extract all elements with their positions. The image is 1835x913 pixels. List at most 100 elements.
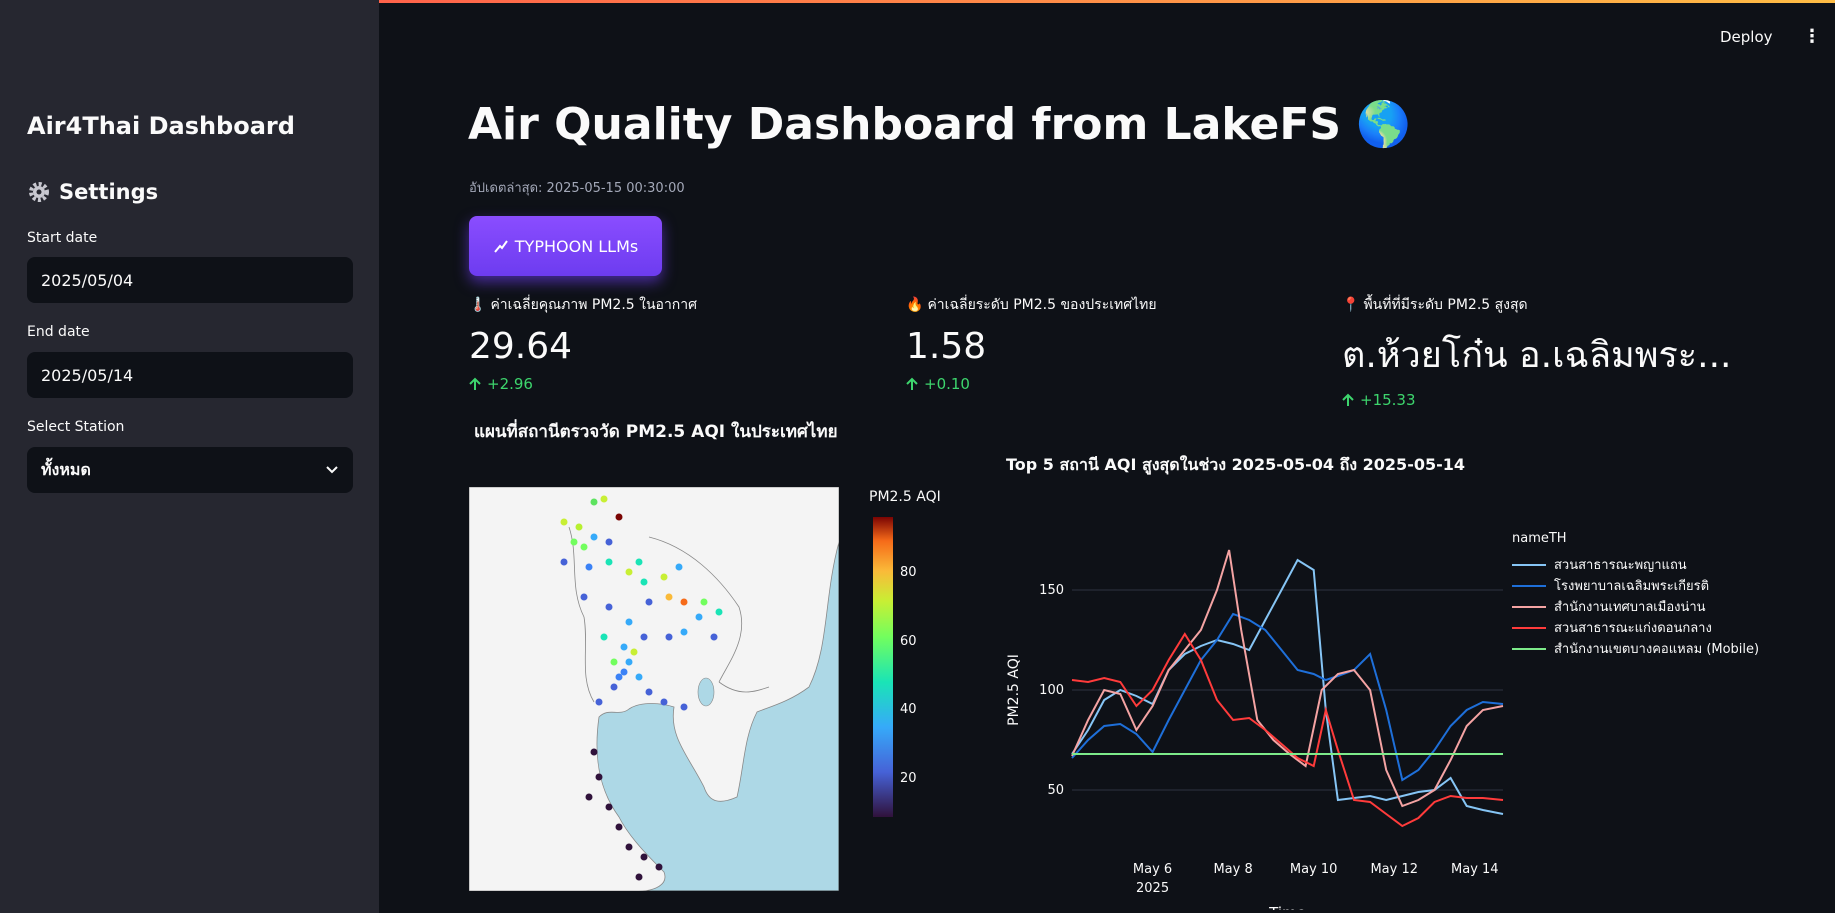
aqi-line-chart[interactable]: 50 100 150 May 6 May 8 May 10 May 12 May 14 2025… <box>1000 520 1510 910</box>
end-date-value: 2025/05/14 <box>41 365 134 385</box>
station-dot <box>635 673 643 681</box>
station-dot <box>590 498 598 506</box>
end-date-label: End date <box>27 324 90 340</box>
legend-item[interactable]: สำนักงานเทศบาลเมืองน่าน <box>1512 596 1759 617</box>
station-dot <box>665 593 673 601</box>
arrow-up-icon <box>906 377 918 390</box>
metric-label: 🔥 ค่าเฉลี่ยระดับ PM2.5 ของประเทศไทย <box>906 294 1157 316</box>
x-tick-label: May 6 <box>1133 862 1172 877</box>
legend-swatch <box>1512 647 1546 650</box>
metric-delta: +15.33 <box>1342 391 1731 409</box>
metric-avg-pm25: 🌡️ ค่าเฉลี่ยคุณภาพ PM2.5 ในอากาศ 29.64 +… <box>469 294 697 393</box>
station-dot <box>600 633 608 641</box>
arrow-up-icon <box>469 377 481 390</box>
sidebar: Air4Thai Dashboard Settings Start date 2… <box>0 0 379 913</box>
deploy-button[interactable]: Deploy <box>1720 28 1773 46</box>
fire-icon: 🔥 <box>906 297 924 313</box>
pin-icon: 📍 <box>1342 297 1360 313</box>
start-date-label: Start date <box>27 230 98 246</box>
station-dot <box>590 533 598 541</box>
y-tick-label: 100 <box>1039 683 1064 698</box>
metric-thailand-pm25: 🔥 ค่าเฉลี่ยระดับ PM2.5 ของประเทศไทย 1.58… <box>906 294 1157 393</box>
page-title: Air Quality Dashboard from LakeFS 🌎 <box>468 99 1412 150</box>
settings-heading: Settings <box>27 180 158 204</box>
station-dot <box>680 598 688 606</box>
land-mass <box>469 487 839 891</box>
station-dot <box>625 658 633 666</box>
station-dot <box>635 873 643 881</box>
station-dot <box>595 773 603 781</box>
station-dot <box>625 843 633 851</box>
station-dot <box>610 683 618 691</box>
station-dot <box>640 578 648 586</box>
x-axis-label: Time <box>1268 904 1306 910</box>
chart-legend: nameTH สวนสาธารณะพญาแถนโรงพยาบาลเฉลิมพระ… <box>1512 531 1759 659</box>
country-border <box>568 526 595 703</box>
station-dot <box>700 598 708 606</box>
station-dot <box>710 633 718 641</box>
x-tick-year: 2025 <box>1136 881 1169 896</box>
legend-item[interactable]: โรงพยาบาลเฉลิมพระเกียรติ <box>1512 575 1759 596</box>
legend-title: nameTH <box>1512 531 1567 546</box>
station-dot <box>715 608 723 616</box>
metric-label-text: ค่าเฉลี่ยระดับ PM2.5 ของประเทศไทย <box>927 297 1157 313</box>
colorbar-tick: 80 <box>900 565 917 580</box>
legend-swatch <box>1512 563 1546 566</box>
station-dot <box>645 598 653 606</box>
metric-delta: +0.10 <box>906 375 1157 393</box>
x-tick-label: May 8 <box>1213 862 1252 877</box>
station-dot <box>640 633 648 641</box>
thermometer-icon: 🌡️ <box>469 297 487 313</box>
arrow-up-icon <box>1342 393 1354 406</box>
legend-label: สำนักงานเขตบางคอแหลม (Mobile) <box>1554 642 1760 657</box>
x-tick-label: May 10 <box>1290 862 1338 877</box>
station-dot <box>590 748 598 756</box>
country-border <box>718 681 770 693</box>
station-dot <box>625 568 633 576</box>
legend-item[interactable]: สำนักงานเขตบางคอแหลม (Mobile) <box>1512 638 1759 659</box>
legend-item[interactable]: สวนสาธารณะพญาแถน <box>1512 554 1759 575</box>
start-date-value: 2025/05/04 <box>41 270 134 290</box>
station-map[interactable] <box>469 487 839 891</box>
station-dot <box>580 593 588 601</box>
series-line <box>1071 549 1504 808</box>
last-updated: อัปเดตล่าสุด: 2025-05-15 00:30:00 <box>469 181 685 196</box>
station-dot <box>655 863 663 871</box>
map-title: แผนที่สถานีตรวจวัด PM2.5 AQI ในประเทศไทย <box>474 422 838 442</box>
x-tick-label: May 14 <box>1451 862 1499 877</box>
colorbar-tick: 40 <box>900 702 917 717</box>
station-dot <box>620 643 628 651</box>
legend-swatch <box>1512 605 1546 608</box>
colorbar-tick: 20 <box>900 771 917 786</box>
station-dot <box>575 523 583 531</box>
end-date-input[interactable]: 2025/05/14 <box>27 352 353 398</box>
station-dot <box>645 688 653 696</box>
sidebar-title: Air4Thai Dashboard <box>27 112 295 140</box>
station-label: Select Station <box>27 419 125 435</box>
chart-title: Top 5 สถานี AQI สูงสุดในช่วง 2025-05-04 … <box>1006 455 1465 474</box>
station-select[interactable]: ทั้งหมด <box>27 447 353 493</box>
vertical-dots-icon[interactable]: ⋮ <box>1803 26 1821 47</box>
station-select-value: ทั้งหมด <box>41 459 91 479</box>
metric-value: ต.ห้วยโก๋น อ.เฉลิมพระ... <box>1342 335 1732 376</box>
station-dot <box>640 853 648 861</box>
typhoon-llms-button[interactable]: TYPHOON LLMs <box>469 216 662 276</box>
legend-label: สวนสาธารณะพญาแถน <box>1554 558 1687 573</box>
station-dot <box>620 668 628 676</box>
metric-delta: +2.96 <box>469 375 697 393</box>
legend-item[interactable]: สวนสาธารณะแก่งดอนกลาง <box>1512 617 1759 638</box>
metric-delta-value: +0.10 <box>924 375 970 393</box>
station-dot <box>585 793 593 801</box>
metric-label-text: ค่าเฉลี่ยคุณภาพ PM2.5 ในอากาศ <box>490 297 698 313</box>
station-dots <box>560 495 723 881</box>
metric-label: 🌡️ ค่าเฉลี่ยคุณภาพ PM2.5 ในอากาศ <box>469 294 697 316</box>
station-dot <box>560 558 568 566</box>
station-dot <box>660 698 668 706</box>
station-dot <box>615 673 623 681</box>
lake <box>697 677 715 707</box>
y-tick-label: 150 <box>1039 583 1064 598</box>
station-dot <box>605 558 613 566</box>
start-date-input[interactable]: 2025/05/04 <box>27 257 353 303</box>
chart-trend-icon <box>494 240 508 253</box>
series-line <box>1071 558 1504 815</box>
